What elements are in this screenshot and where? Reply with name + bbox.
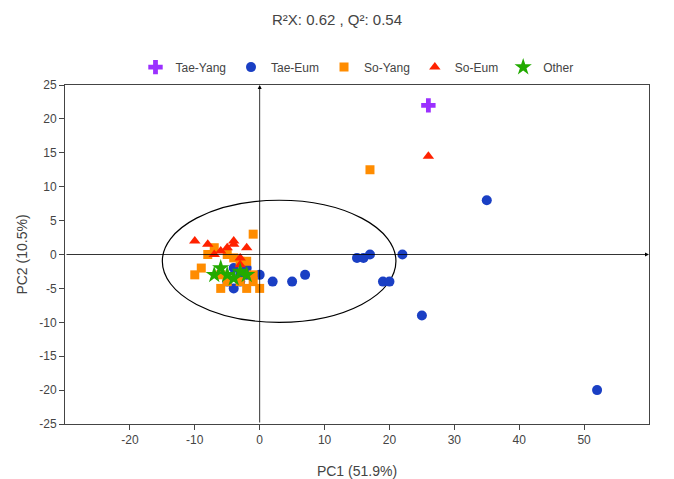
svg-text:-10: -10 [39, 316, 57, 330]
svg-text:Other: Other [543, 61, 573, 75]
svg-text:PC2 (10.5%): PC2 (10.5%) [14, 214, 30, 294]
svg-text:0: 0 [50, 248, 57, 262]
svg-text:-15: -15 [39, 349, 57, 363]
svg-text:-5: -5 [46, 282, 57, 296]
svg-text:-25: -25 [39, 417, 57, 431]
svg-text:So-Yang: So-Yang [364, 61, 410, 75]
svg-text:25: 25 [43, 78, 57, 92]
svg-text:10: 10 [318, 433, 332, 447]
svg-text:R²X: 0.62 , Q²: 0.54: R²X: 0.62 , Q²: 0.54 [272, 11, 402, 28]
svg-text:40: 40 [513, 433, 527, 447]
svg-text:5: 5 [50, 214, 57, 228]
svg-text:Tae-Eum: Tae-Eum [271, 61, 319, 75]
svg-text:20: 20 [383, 433, 397, 447]
svg-text:15: 15 [43, 146, 57, 160]
svg-text:Tae-Yang: Tae-Yang [176, 61, 226, 75]
svg-text:30: 30 [448, 433, 462, 447]
svg-text:So-Eum: So-Eum [455, 61, 498, 75]
svg-text:10: 10 [43, 180, 57, 194]
svg-text:PC1 (51.9%): PC1 (51.9%) [317, 463, 397, 479]
svg-text:-10: -10 [186, 433, 204, 447]
svg-text:50: 50 [577, 433, 591, 447]
svg-text:0: 0 [256, 433, 263, 447]
svg-text:-20: -20 [121, 433, 139, 447]
svg-text:-20: -20 [39, 383, 57, 397]
svg-text:20: 20 [43, 112, 57, 126]
